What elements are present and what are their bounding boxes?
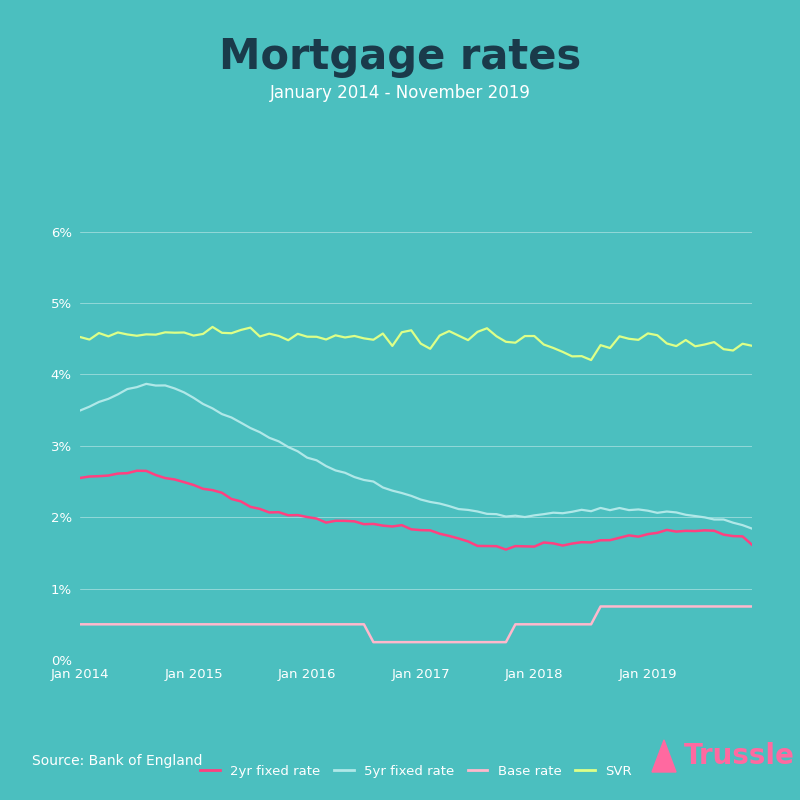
Text: Mortgage rates: Mortgage rates [219, 36, 581, 78]
Text: Source: Bank of England: Source: Bank of England [32, 754, 202, 768]
Text: January 2014 - November 2019: January 2014 - November 2019 [270, 84, 530, 102]
Legend: 2yr fixed rate, 5yr fixed rate, Base rate, SVR: 2yr fixed rate, 5yr fixed rate, Base rat… [194, 760, 638, 783]
Text: Trussle: Trussle [684, 742, 795, 770]
